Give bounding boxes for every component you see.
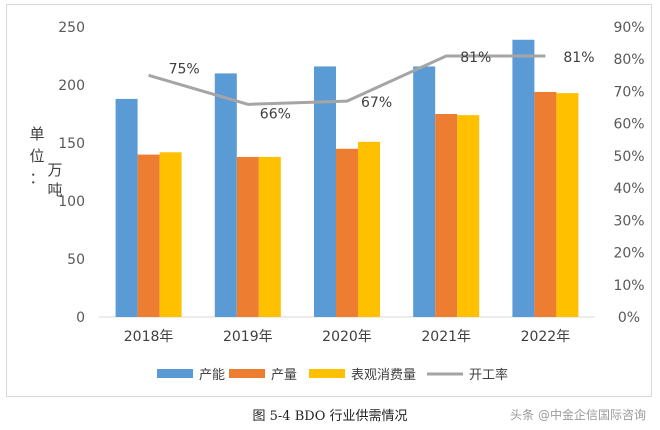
y-axis-label-char: 吨 <box>47 181 62 199</box>
y2-tick-label: 30% <box>613 213 644 229</box>
bar-consumption <box>457 115 480 317</box>
chart-svg: 0 50 100 150 200 250 0% 10% 20% 30% 40% 50% 60% 70% 80… <box>29 20 644 383</box>
watermark: 头条 @中金企信国际咨询 <box>510 408 646 422</box>
data-label-utilization: 75% <box>169 61 200 77</box>
y-tick-label: 150 <box>58 136 85 152</box>
bar-consumption <box>159 152 182 317</box>
data-label-utilization: 81% <box>460 50 491 66</box>
y-tick-label: 250 <box>58 20 85 36</box>
bar-consumption <box>358 141 380 317</box>
bar-capacity <box>314 66 336 317</box>
x-tick-label: 2019年 <box>223 329 273 345</box>
y2-tick-label: 90% <box>613 20 644 36</box>
bar-output <box>236 156 259 317</box>
bar-output <box>534 91 557 318</box>
y2-tick-label: 20% <box>613 246 644 262</box>
bar-capacity <box>115 98 138 317</box>
y-axis-label-char: 单 <box>29 125 44 143</box>
x-tick-label: 2020年 <box>322 329 372 345</box>
y2-tick-label: 40% <box>613 181 644 197</box>
x-tick-label: 2021年 <box>421 329 471 345</box>
line-utilization-rate <box>148 54 546 106</box>
bar-output <box>336 148 358 317</box>
bar-consumption <box>258 156 281 317</box>
y-tick-label: 100 <box>58 194 85 210</box>
y2-tick-label: 50% <box>613 149 644 165</box>
data-label-utilization: 67% <box>361 95 392 111</box>
chart-frame: 0 50 100 150 200 250 0% 10% 20% 30% 40% 50% 60% 70% 80… <box>6 4 652 397</box>
y2-tick-label: 80% <box>613 52 644 68</box>
legend-label: 开工率 <box>469 367 508 383</box>
legend-label: 产量 <box>271 368 297 383</box>
y-axis-label-char: ： <box>29 169 44 187</box>
y2-tick-label: 70% <box>613 84 644 100</box>
data-label-utilization: 81% <box>563 50 594 66</box>
x-tick-label: 2018年 <box>124 329 174 345</box>
y-axis-label-char: 位 <box>29 147 44 165</box>
legend-swatch <box>309 369 345 378</box>
y-tick-label: 0 <box>76 310 85 326</box>
y2-tick-label: 10% <box>613 278 644 294</box>
y-tick-label: 50 <box>67 252 85 268</box>
bar-capacity <box>214 73 237 318</box>
legend-swatch <box>157 369 193 378</box>
bar-output <box>137 154 160 317</box>
data-label-utilization: 66% <box>260 106 291 122</box>
legend-label: 表观消费量 <box>351 368 416 383</box>
bar-output <box>435 114 458 317</box>
y-axis-label-char: 万 <box>47 161 62 179</box>
bar-consumption <box>556 93 579 318</box>
legend-swatch <box>229 369 265 378</box>
y2-tick-label: 0% <box>618 310 640 326</box>
figure-caption: 图 5-4 BDO 行业供需情况 <box>252 409 408 424</box>
y-tick-label: 200 <box>58 78 85 94</box>
bar-capacity <box>413 66 436 317</box>
legend-label: 产能 <box>199 368 225 383</box>
bar-capacity <box>512 39 535 317</box>
y2-tick-label: 60% <box>613 117 644 133</box>
x-tick-label: 2022年 <box>521 329 571 345</box>
